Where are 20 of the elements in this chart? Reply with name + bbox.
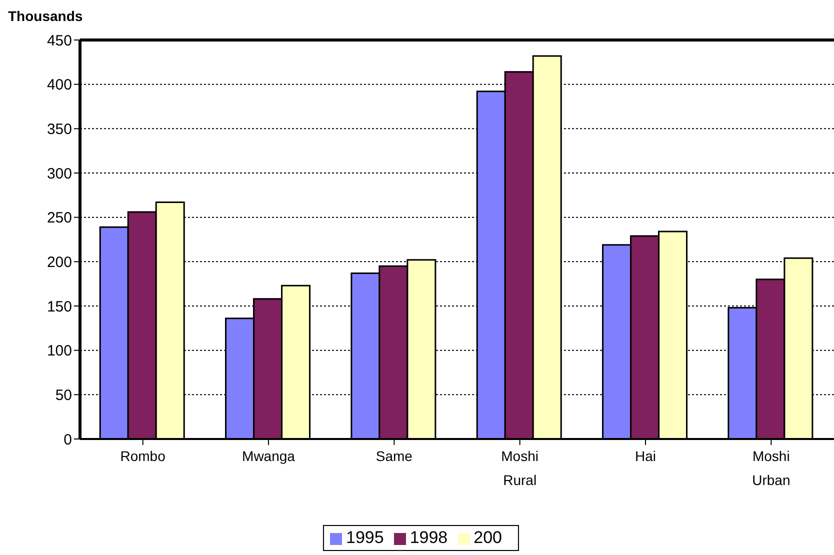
y-tick-label: 0 [64,431,72,448]
x-tick-label: Rombo [120,448,166,464]
x-tick-label: Hai [634,448,656,464]
x-tick-label: Mwanga [242,448,296,464]
legend-label: 1995 [346,528,384,547]
x-tick-label: Same [376,448,413,464]
y-tick-label: 350 [46,120,72,138]
legend-label: 200 [474,528,502,547]
y-tick-label: 300 [46,165,72,182]
legend-label: 1998 [410,528,448,547]
y-tick-label: 100 [46,342,72,360]
y-axis-title: Thousands [8,8,83,24]
x-tick-label: Moshi Urban [752,448,790,488]
y-tick-label: 450 [46,32,72,50]
x-tick-label: Moshi Rural [501,448,539,488]
y-tick-label: 200 [46,254,72,271]
y-tick-label: 250 [46,210,72,227]
y-tick-label: 400 [46,76,72,94]
y-tick-label: 150 [46,298,72,316]
y-tick-label: 50 [55,386,72,404]
